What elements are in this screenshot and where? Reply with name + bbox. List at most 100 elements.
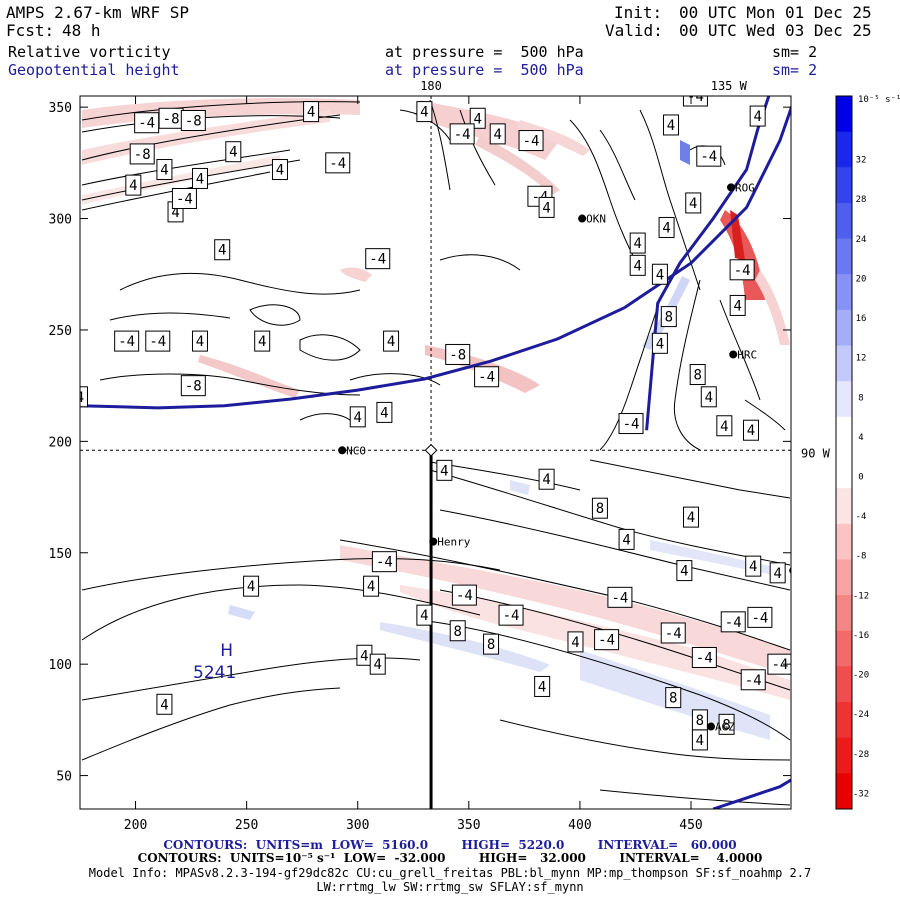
contour-label: 8 bbox=[596, 501, 604, 517]
colorbar-label: -8 bbox=[856, 552, 867, 562]
contour-label-box bbox=[618, 413, 644, 435]
colorbar-label: 20 bbox=[856, 274, 867, 284]
colorbar-swatch bbox=[836, 416, 852, 453]
contour-label-box bbox=[325, 152, 351, 174]
section-origin-marker bbox=[424, 443, 438, 457]
contour-label: 4 bbox=[733, 298, 741, 314]
colorbar-label: -16 bbox=[853, 631, 869, 641]
colorbar-swatch bbox=[836, 559, 852, 596]
contour-label: -4 bbox=[687, 89, 704, 105]
contour-label: -8 bbox=[134, 147, 151, 163]
contour-label: -4 bbox=[478, 370, 495, 386]
valid-value: 00 UTC Wed 03 Dec 25 bbox=[679, 21, 872, 40]
contour-label: -4 bbox=[611, 590, 628, 606]
y-tick-label: 150 bbox=[49, 547, 72, 562]
colorbar-swatch bbox=[836, 381, 852, 418]
height-contour-info: CONTOURS: UNITS=m LOW= 5160.0 HIGH= 5220… bbox=[163, 838, 737, 852]
contour-label-box bbox=[720, 611, 746, 633]
contour-label: 4 bbox=[747, 423, 755, 439]
contour-label-box bbox=[489, 123, 506, 145]
contour-label-box bbox=[651, 263, 668, 285]
colorbar-swatch bbox=[836, 274, 852, 311]
contour-label: -4 bbox=[745, 673, 762, 689]
contour-label: -8 bbox=[185, 379, 202, 395]
model-physics-info: LW:rrtmg_lw SW:rrtmg_sw SFLAY:sf_mynn bbox=[316, 880, 584, 894]
contour-label: 4 bbox=[667, 118, 675, 134]
contour-label: 4 bbox=[687, 510, 695, 526]
contour-label-box bbox=[303, 101, 320, 123]
contour-label-box bbox=[376, 401, 393, 423]
y-tick-label: 50 bbox=[56, 770, 72, 785]
contour-label: 8 bbox=[693, 368, 701, 384]
contour-label-box bbox=[191, 330, 208, 352]
contour-label: 4 bbox=[571, 635, 579, 651]
plot-border bbox=[79, 95, 792, 810]
contour-label-box bbox=[369, 653, 386, 675]
contour-label: -4 bbox=[456, 588, 473, 604]
contour-label-box bbox=[685, 192, 702, 214]
contour-label: -4 bbox=[725, 615, 742, 631]
y-tick-label: 350 bbox=[49, 101, 72, 116]
contour-label-box bbox=[469, 107, 486, 129]
meridian-labels: 180 135 W 90 W bbox=[420, 79, 830, 461]
contour-label-box bbox=[658, 216, 675, 238]
contour-label-box bbox=[180, 375, 206, 397]
y-tick-label: 300 bbox=[49, 213, 72, 228]
contour-label-box bbox=[665, 687, 682, 709]
meridian-label: 135 W bbox=[711, 79, 748, 93]
station-markers: NCO Henry OKN ROG HRC AGZ bbox=[338, 181, 791, 734]
contour-label-box bbox=[534, 675, 551, 697]
contour-label-box bbox=[80, 386, 88, 408]
contour-label: 4 bbox=[196, 171, 204, 187]
contour-label: 8 bbox=[722, 717, 730, 733]
meridian-label: 90 W bbox=[801, 447, 831, 461]
model-info: Model Info: MPASv8.2.3-194-gf29dc82c CU:… bbox=[88, 866, 812, 880]
colorbar-label: -28 bbox=[853, 750, 869, 760]
contour-label: 4 bbox=[542, 472, 550, 488]
colorbar-swatch bbox=[836, 488, 852, 525]
high-value: 5241 bbox=[193, 663, 236, 683]
contour-label-box bbox=[567, 631, 584, 653]
contour-label-box bbox=[729, 294, 746, 316]
contour-label: 4 bbox=[473, 111, 481, 127]
contour-label: 4 bbox=[680, 564, 688, 580]
contour-label: 8 bbox=[669, 691, 677, 707]
forecast-label: Fcst: bbox=[6, 21, 55, 40]
station-dot bbox=[789, 567, 791, 574]
colorbar-label: 24 bbox=[856, 235, 867, 245]
contour-label-box bbox=[660, 306, 677, 328]
station-label: NCO bbox=[346, 444, 366, 457]
contour-label-box bbox=[416, 604, 433, 626]
contour-label: -4 bbox=[700, 149, 717, 165]
contour-label-box bbox=[445, 343, 471, 365]
contour-label: -4 bbox=[665, 626, 682, 642]
contour-label: -4 bbox=[751, 610, 768, 626]
contour-label: -4 bbox=[503, 608, 520, 624]
contour-label-box bbox=[629, 254, 646, 276]
contour-label-box bbox=[663, 114, 680, 136]
contour-label: 4 bbox=[493, 127, 501, 143]
colorbar-swatch bbox=[836, 167, 852, 204]
contour-label-box bbox=[129, 143, 155, 165]
field1-name: Relative vorticity bbox=[8, 43, 171, 61]
contour-label-box bbox=[629, 232, 646, 254]
contour-label: 4 bbox=[229, 145, 237, 161]
contour-label: -8 bbox=[163, 111, 180, 127]
contour-label: 4 bbox=[160, 163, 168, 179]
contour-label: -4 bbox=[176, 191, 193, 207]
contour-label: 4 bbox=[622, 532, 630, 548]
contour-label-box bbox=[214, 239, 231, 261]
plot-axes: 200 250 300 350 400 450 50 100 150 200 250 300 350 bbox=[49, 96, 791, 833]
station-dot bbox=[578, 214, 587, 223]
contour-label: 4 bbox=[656, 267, 664, 283]
field2-name: Geopotential height bbox=[8, 61, 180, 79]
contour-label-box bbox=[363, 575, 380, 597]
x-tick-label: 200 bbox=[124, 818, 147, 833]
colorbar-units: 10⁻⁵ s⁻¹ bbox=[858, 95, 900, 105]
meridian-label: 180 bbox=[420, 79, 442, 93]
station-dot bbox=[729, 350, 738, 359]
contour-label: 4 bbox=[538, 679, 546, 695]
contour-label: 4 bbox=[753, 109, 761, 125]
contour-label-box bbox=[743, 419, 760, 441]
contour-label-box bbox=[125, 174, 142, 196]
